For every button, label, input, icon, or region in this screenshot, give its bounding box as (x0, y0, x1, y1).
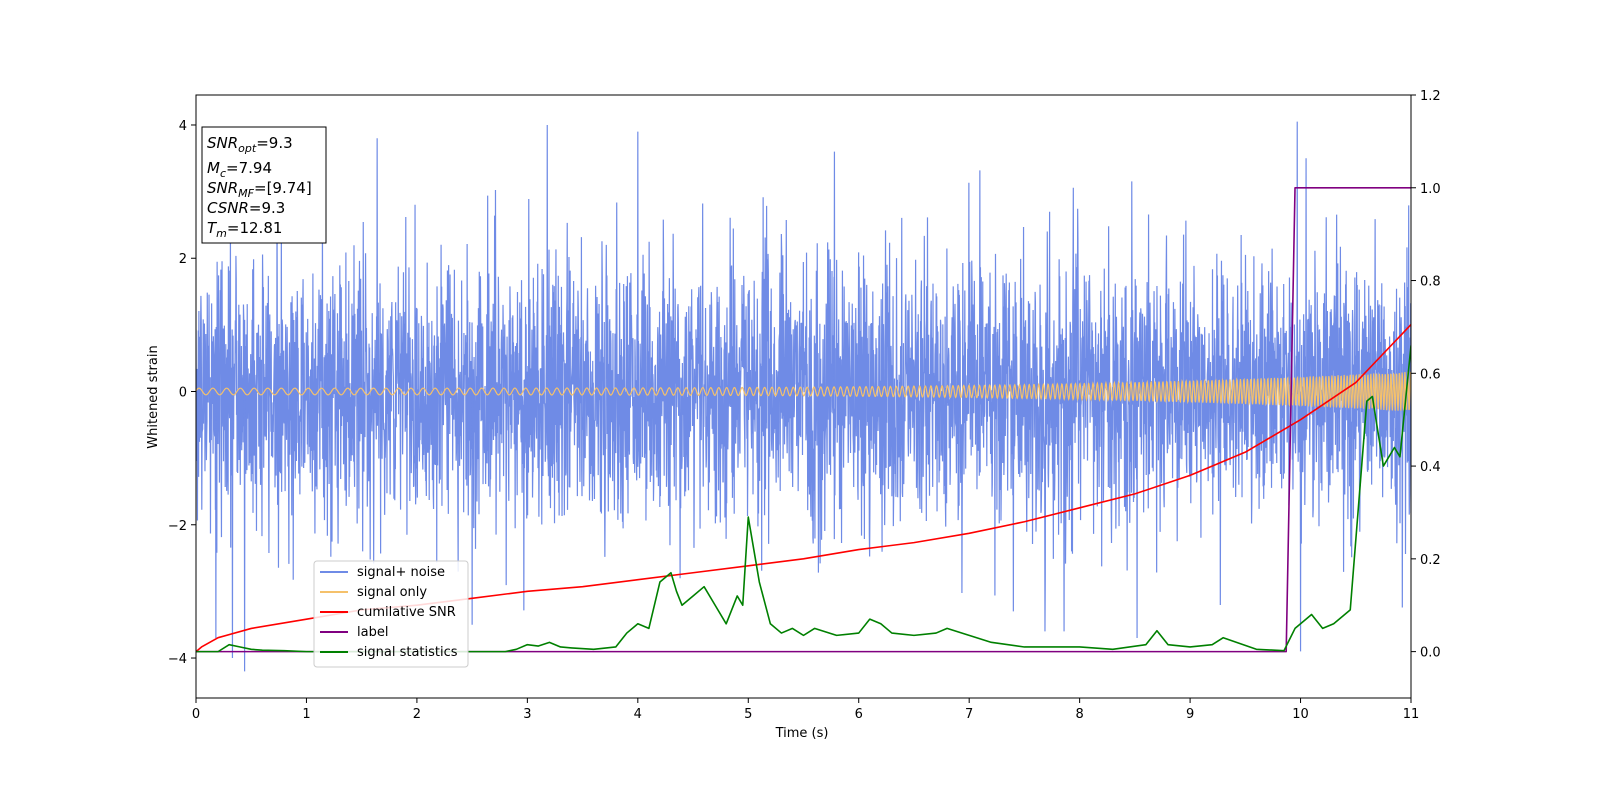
series-cumilative-snr (196, 324, 1411, 653)
y2-tick-label: 0.0 (1420, 646, 1441, 661)
legend-label-signal-statistics: signal statistics (357, 645, 458, 660)
x-axis-title: Time (s) (775, 726, 829, 741)
y2-tick-label: 1.2 (1420, 89, 1441, 104)
series-layer (196, 121, 1411, 672)
x-tick-label: 11 (1403, 707, 1420, 722)
y-axis-right: 0.0 0.2 0.4 0.6 0.8 1.0 1.2 (1411, 89, 1441, 661)
legend-label-cumulative-snr: cumilative SNR (357, 605, 456, 620)
x-tick-label: 6 (855, 707, 863, 722)
legend-label-label: label (357, 625, 388, 640)
info-csnr: CSNR=9.3 (207, 199, 285, 217)
info-snr-opt: SNRopt=9.3 (207, 134, 293, 155)
y-axis-title: Whitened strain (146, 345, 161, 448)
info-mc: Mc=7.94 (207, 159, 272, 180)
x-tick-label: 2 (413, 707, 421, 722)
x-tick-label: 3 (523, 707, 531, 722)
series-signal-only (196, 371, 1411, 411)
series-signal-noise (196, 170, 1411, 632)
y2-tick-label: 0.4 (1420, 460, 1441, 475)
y2-tick-label: 0.6 (1420, 367, 1441, 382)
y2-tick-label: 0.8 (1420, 275, 1441, 290)
x-tick-label: 10 (1292, 707, 1309, 722)
x-tick-label: 5 (744, 707, 752, 722)
legend: signal+ noise signal only cumilative SNR… (313, 560, 469, 668)
plot-frame (195, 94, 1412, 699)
y-axis-left: −4 −2 0 2 4 (168, 119, 196, 667)
legend-label-signal-only: signal only (357, 585, 427, 600)
legend-frame (313, 560, 469, 668)
y-tick-label: 4 (179, 119, 187, 134)
y-tick-label: −2 (168, 519, 187, 534)
series-signal-statistics (196, 345, 1411, 653)
y2-tick-label: 1.0 (1420, 182, 1441, 197)
y-tick-label: 2 (179, 252, 187, 267)
x-axis: 0 1 2 3 4 5 6 7 8 9 10 11 (192, 698, 1419, 722)
info-box-frame (201, 126, 327, 244)
info-snr-mf: SNRMF=[9.74] (207, 179, 312, 200)
x-tick-label: 1 (302, 707, 310, 722)
info-tm: Tm=12.81 (207, 219, 282, 240)
x-tick-label: 7 (965, 707, 973, 722)
x-tick-label: 4 (634, 707, 642, 722)
y-tick-label: −4 (168, 652, 187, 667)
info-box: SNRopt=9.3 Mc=7.94 SNRMF=[9.74] CSNR=9.3… (201, 126, 327, 244)
y-tick-label: 0 (179, 386, 187, 401)
legend-label-signal-noise: signal+ noise (357, 565, 445, 580)
x-tick-label: 8 (1075, 707, 1083, 722)
x-tick-label: 0 (192, 707, 200, 722)
y2-tick-label: 0.2 (1420, 553, 1441, 568)
x-tick-label: 9 (1186, 707, 1194, 722)
series-label (196, 186, 1411, 653)
